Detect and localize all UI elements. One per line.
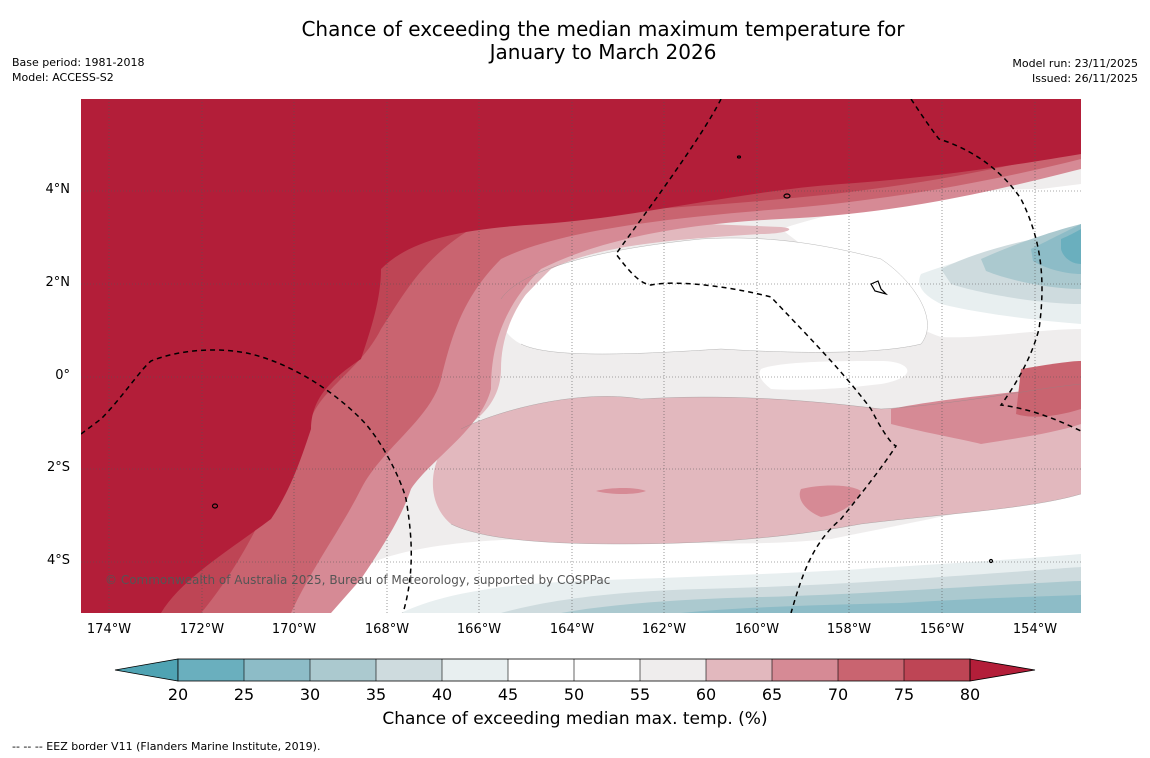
lon-label-172w: 172°W — [179, 622, 225, 637]
cbar-tick-35: 35 — [365, 685, 387, 704]
cbar-below-20 — [114, 658, 179, 682]
cbar-45-50 — [508, 659, 574, 681]
cbar-tick-50: 50 — [563, 685, 585, 704]
lat-label-0: 0° — [55, 368, 70, 383]
cbar-30-35 — [310, 659, 376, 681]
meta-left: Base period: 1981-2018 Model: ACCESS-S2 — [12, 55, 144, 85]
lat-label-2s: 2°S — [46, 460, 70, 475]
band-above-80 — [81, 99, 1081, 613]
cbar-65-70 — [772, 659, 838, 681]
colorbar — [114, 658, 1036, 682]
copyright-text: © Commonwealth of Australia 2025, Bureau… — [105, 573, 611, 587]
title-line-1: Chance of exceeding the median maximum t… — [301, 17, 905, 41]
lon-label-164w: 164°W — [549, 622, 595, 637]
cbar-50-55 — [574, 659, 640, 681]
cbar-60-65 — [706, 659, 772, 681]
lon-label-156w: 156°W — [919, 622, 965, 637]
contour-lines — [450, 237, 1081, 545]
lat-label-4s: 4°S — [46, 553, 70, 568]
model-name: Model: ACCESS-S2 — [12, 71, 114, 84]
lon-label-158w: 158°W — [826, 622, 872, 637]
cbar-35-40 — [376, 659, 442, 681]
cbar-tick-25: 25 — [233, 685, 255, 704]
cbar-tick-20: 20 — [167, 685, 189, 704]
model-run: Model run: 23/11/2025 — [1012, 57, 1138, 70]
patch-65-70-small — [596, 488, 646, 494]
meta-right: Model run: 23/11/2025 Issued: 26/11/2025 — [1012, 56, 1138, 86]
cbar-tick-40: 40 — [431, 685, 453, 704]
lon-label-168w: 168°W — [364, 622, 410, 637]
map-title: Chance of exceeding the median maximum t… — [0, 18, 1150, 64]
colorbar-title: Chance of exceeding median max. temp. (%… — [382, 709, 768, 729]
lon-label-170w: 170°W — [271, 622, 317, 637]
lon-label-160w: 160°W — [734, 622, 780, 637]
cbar-20-25 — [178, 659, 244, 681]
title-line-2: January to March 2026 — [489, 40, 717, 64]
issued-date: Issued: 26/11/2025 — [1031, 72, 1138, 85]
cbar-tick-80: 80 — [959, 685, 981, 704]
lon-label-162w: 162°W — [641, 622, 687, 637]
lat-label-2n: 2°N — [45, 275, 71, 290]
lat-label-4n: 4°N — [45, 182, 71, 197]
cbar-25-30 — [244, 659, 310, 681]
cbar-tick-60: 60 — [695, 685, 717, 704]
forecast-map — [81, 99, 1081, 613]
band-65-70-south — [799, 485, 861, 517]
cbar-tick-70: 70 — [827, 685, 849, 704]
base-period: Base period: 1981-2018 — [12, 56, 145, 69]
band-20-25-east — [1061, 229, 1081, 264]
cbar-40-45 — [442, 659, 508, 681]
lon-label-166w: 166°W — [456, 622, 502, 637]
lon-label-174w: 174°W — [86, 622, 132, 637]
cbar-75-80 — [904, 659, 970, 681]
eez-legend-note: -- -- -- EEZ border V11 (Flanders Marine… — [12, 740, 321, 753]
islands — [211, 155, 994, 564]
eez-borders — [81, 99, 1081, 613]
cbar-55-60 — [640, 659, 706, 681]
cbar-tick-45: 45 — [497, 685, 519, 704]
map-canvas — [81, 99, 1081, 613]
band-25-30-south — [681, 595, 1081, 613]
band-70-75-east — [1016, 361, 1081, 417]
cbar-70-75 — [838, 659, 904, 681]
lon-label-154w: 154°W — [1012, 622, 1058, 637]
cbar-tick-65: 65 — [761, 685, 783, 704]
cbar-tick-55: 55 — [629, 685, 651, 704]
cbar-tick-30: 30 — [299, 685, 321, 704]
cbar-above-80 — [969, 658, 1036, 682]
cbar-tick-75: 75 — [893, 685, 915, 704]
band-45-55-north — [499, 238, 928, 354]
patch-white-1 — [759, 361, 908, 390]
